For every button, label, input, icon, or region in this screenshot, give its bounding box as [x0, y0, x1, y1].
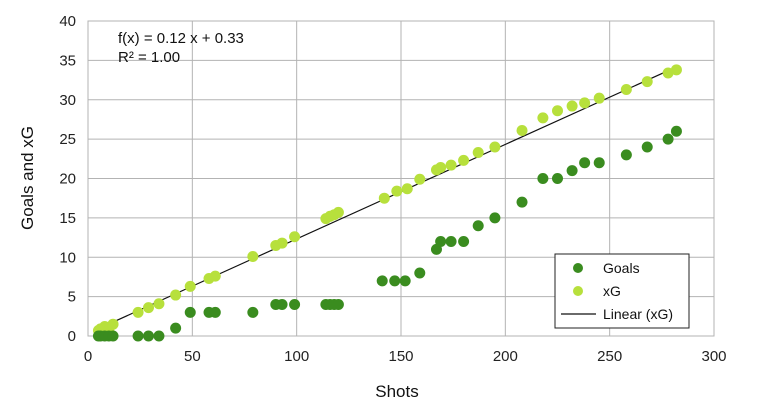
goals-point	[458, 236, 470, 247]
xg-point	[143, 302, 155, 314]
goals-point	[153, 330, 165, 342]
xg-point	[566, 100, 578, 112]
x-tick-label: 0	[84, 348, 92, 365]
goals-point	[670, 125, 682, 137]
goals-point	[276, 299, 288, 310]
x-tick-label: 200	[493, 348, 518, 365]
legend-xg-marker	[573, 286, 583, 296]
axes: 0 50 100 150 200 250 300 0 5 10 15 20 25 30 35 40	[59, 13, 726, 365]
legend-xg-label: xG	[603, 283, 621, 299]
y-tick-label: 20	[59, 171, 76, 188]
xg-point	[332, 206, 344, 218]
xg-point	[662, 67, 674, 79]
y-tick-label: 5	[68, 289, 76, 306]
xg-point	[458, 154, 470, 166]
y-tick-label: 40	[59, 13, 76, 30]
goals-point	[247, 306, 259, 318]
goals-point	[593, 157, 605, 169]
goals-point	[579, 157, 591, 169]
xg-point	[537, 112, 549, 124]
goals-point	[289, 299, 301, 310]
goals-point	[641, 141, 653, 153]
x-tick-label: 250	[597, 348, 622, 365]
xg-point	[552, 105, 563, 117]
goals-point	[184, 306, 196, 318]
legend-trendline-label: Linear (xG)	[603, 306, 673, 322]
x-tick-label: 300	[701, 348, 726, 365]
goals-point	[472, 220, 484, 232]
goals-point	[435, 236, 447, 247]
goals-point	[170, 322, 182, 334]
xg-point	[378, 192, 390, 204]
y-tick-label: 35	[59, 52, 76, 69]
xg-point	[435, 161, 447, 173]
goals-point	[445, 236, 457, 247]
legend-goals-label: Goals	[603, 260, 640, 276]
xg-point	[391, 185, 403, 197]
x-tick-label: 100	[284, 348, 309, 365]
goals-point	[516, 196, 528, 208]
goals-point	[143, 330, 155, 342]
goals-point	[414, 267, 426, 279]
xg-point	[401, 183, 413, 195]
xg-point	[489, 141, 501, 153]
plot-area-border	[87, 20, 715, 337]
goals-point	[620, 149, 632, 161]
goals-point	[107, 330, 119, 342]
xg-point	[593, 92, 605, 104]
xg-point	[579, 97, 591, 109]
legend-goals-marker	[573, 263, 583, 273]
xg-point	[209, 270, 221, 282]
xg-point	[276, 237, 288, 249]
data-points	[92, 64, 682, 342]
trendline-equation: f(x) = 0.12 x + 0.33	[118, 30, 244, 47]
xg-point	[247, 250, 259, 262]
xg-point	[641, 76, 653, 88]
goals-point	[552, 173, 563, 184]
goals-point	[537, 173, 549, 184]
xg-point	[620, 84, 632, 96]
xg-point	[445, 159, 457, 171]
y-tick-label: 30	[59, 92, 76, 109]
y-tick-label: 0	[68, 328, 76, 345]
goals-point	[399, 275, 411, 287]
goals-point	[332, 299, 344, 310]
goals-point	[376, 275, 388, 287]
goals-point	[566, 165, 578, 177]
xg-point	[170, 289, 182, 301]
x-tick-label: 150	[388, 348, 413, 365]
goals-point	[389, 275, 401, 287]
xg-point	[472, 147, 484, 159]
legend: Goals xG Linear (xG)	[554, 253, 690, 329]
y-tick-label: 10	[59, 249, 76, 266]
x-tick-label: 50	[184, 348, 201, 365]
xg-point	[516, 124, 528, 136]
r-squared-label: R² = 1.00	[118, 49, 180, 66]
xg-point	[289, 231, 301, 243]
xg-point	[670, 64, 682, 76]
xg-point	[132, 306, 144, 318]
y-axis-title: Goals and xG	[18, 126, 37, 230]
goals-point	[662, 133, 674, 145]
goals-point	[209, 306, 221, 318]
xg-point	[107, 318, 119, 330]
y-tick-label: 25	[59, 131, 76, 148]
goals-point	[489, 212, 501, 224]
xg-point	[153, 298, 165, 310]
goals-point	[132, 330, 144, 342]
xg-point	[414, 173, 426, 185]
y-tick-label: 15	[59, 210, 76, 227]
x-axis-title: Shots	[375, 382, 418, 401]
xg-point	[184, 280, 196, 292]
